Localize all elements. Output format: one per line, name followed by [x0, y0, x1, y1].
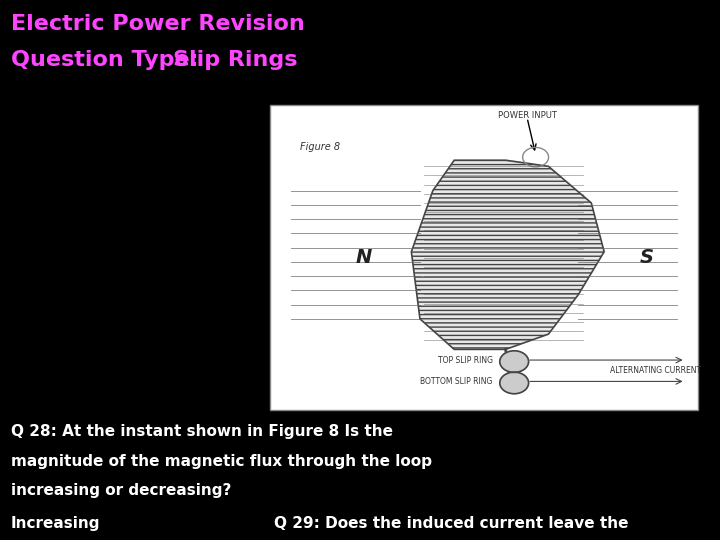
- Text: Q 29: Does the induced current leave the: Q 29: Does the induced current leave the: [274, 516, 628, 531]
- Text: Electric Power Revision: Electric Power Revision: [11, 14, 305, 33]
- Text: Increasing: Increasing: [11, 516, 100, 531]
- Text: POWER INPUT: POWER INPUT: [498, 111, 557, 120]
- Text: Slip Rings: Slip Rings: [173, 50, 297, 70]
- Text: magnitude of the magnetic flux through the loop: magnitude of the magnetic flux through t…: [11, 454, 432, 469]
- Text: BOTTOM SLIP RING: BOTTOM SLIP RING: [420, 377, 492, 386]
- Polygon shape: [411, 160, 604, 349]
- Text: TOP SLIP RING: TOP SLIP RING: [438, 355, 492, 364]
- FancyBboxPatch shape: [270, 105, 698, 410]
- Text: increasing or decreasing?: increasing or decreasing?: [11, 483, 231, 498]
- Text: ALTERNATING CURRENT: ALTERNATING CURRENT: [610, 366, 701, 375]
- Text: Figure 8: Figure 8: [300, 142, 340, 152]
- Text: N: N: [356, 248, 372, 267]
- Circle shape: [500, 372, 528, 394]
- Text: Question Type:: Question Type:: [11, 50, 198, 70]
- Circle shape: [500, 351, 528, 373]
- Text: Q 28: At the instant shown in Figure 8 Is the: Q 28: At the instant shown in Figure 8 I…: [11, 424, 393, 439]
- Text: S: S: [640, 248, 654, 267]
